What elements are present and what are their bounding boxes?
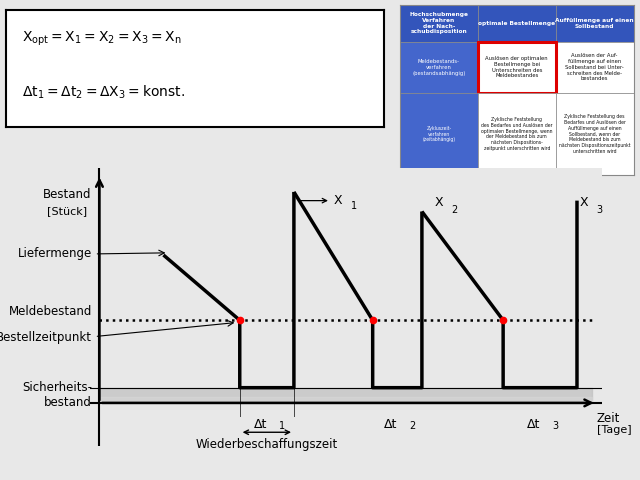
Text: 1: 1 [351, 201, 356, 211]
Text: Zeit: Zeit [596, 412, 620, 425]
Bar [556, 93, 634, 175]
Text: Δt: Δt [527, 418, 540, 431]
Text: Zyklische Feststellung des
Bedarfes und Auslösen der
Auffüllmenge auf einen
Soll: Zyklische Feststellung des Bedarfes und … [559, 114, 630, 154]
Text: [Stück]: [Stück] [47, 206, 88, 216]
Text: 3: 3 [596, 205, 603, 215]
Bar [400, 93, 478, 175]
Text: Δt: Δt [253, 418, 267, 431]
Bar [556, 5, 634, 42]
Text: X: X [333, 194, 342, 207]
Text: $\mathregular{X_{opt}}$$\mathregular{=X_1= X_2 = X_3 =X_n}$: $\mathregular{X_{opt}}$$\mathregular{=X_… [22, 30, 181, 48]
Text: $\mathregular{\Delta t_1= \Delta t_2 = \Delta X_3}$$\mathregular{=konst.}$: $\mathregular{\Delta t_1= \Delta t_2 = \… [22, 83, 184, 101]
Bar [556, 42, 634, 93]
Text: [Tage]: [Tage] [596, 425, 631, 435]
Text: 3: 3 [552, 421, 559, 432]
Text: optimale Bestellmenge: optimale Bestellmenge [478, 21, 556, 26]
Text: X: X [579, 196, 588, 209]
Text: Bestand: Bestand [43, 188, 92, 201]
Text: Hochschubmenge
Verfahren
der Nach-
schubdisposition: Hochschubmenge Verfahren der Nach- schub… [410, 12, 468, 35]
Text: 2: 2 [410, 421, 416, 432]
Bar [478, 42, 556, 93]
Bar [400, 42, 478, 93]
Text: X: X [434, 196, 443, 209]
Text: Meldebestand: Meldebestand [9, 305, 92, 318]
Text: Auffüllmenge auf einen
Sollbestand: Auffüllmenge auf einen Sollbestand [556, 18, 634, 29]
Text: Bestellzeitpunkt: Bestellzeitpunkt [0, 331, 92, 344]
Bar [478, 93, 556, 175]
Text: Zyklische Feststellung
des Bedarfes und Auslösen der
optimalen Bestellmenge, wen: Zyklische Feststellung des Bedarfes und … [481, 117, 552, 151]
Text: 2: 2 [451, 205, 458, 215]
Text: 1: 1 [279, 421, 285, 432]
Bar [478, 42, 556, 93]
Text: Zykluszeit-
verfahren
(zeitabhängig): Zykluszeit- verfahren (zeitabhängig) [422, 126, 456, 142]
Text: Wiederbeschaffungszeit: Wiederbeschaffungszeit [196, 438, 338, 451]
Text: Auslösen der optimalen
Bestellmenge bei
Unterschreiten des
Meldebestandes: Auslösen der optimalen Bestellmenge bei … [486, 56, 548, 79]
Bar [478, 5, 556, 42]
Text: Liefermenge: Liefermenge [18, 247, 92, 261]
Text: Δt: Δt [384, 418, 397, 431]
Bar [400, 5, 478, 42]
Text: Meldebestands-
verfahren
(bestandsabhängig): Meldebestands- verfahren (bestandsabhäng… [412, 59, 466, 75]
Text: Sicherheits-
bestand: Sicherheits- bestand [22, 381, 92, 409]
Text: Auslösen der Auf-
füllmenge auf einen
Sollbestand bei Unter-
schreiten des Melde: Auslösen der Auf- füllmenge auf einen So… [565, 53, 624, 82]
